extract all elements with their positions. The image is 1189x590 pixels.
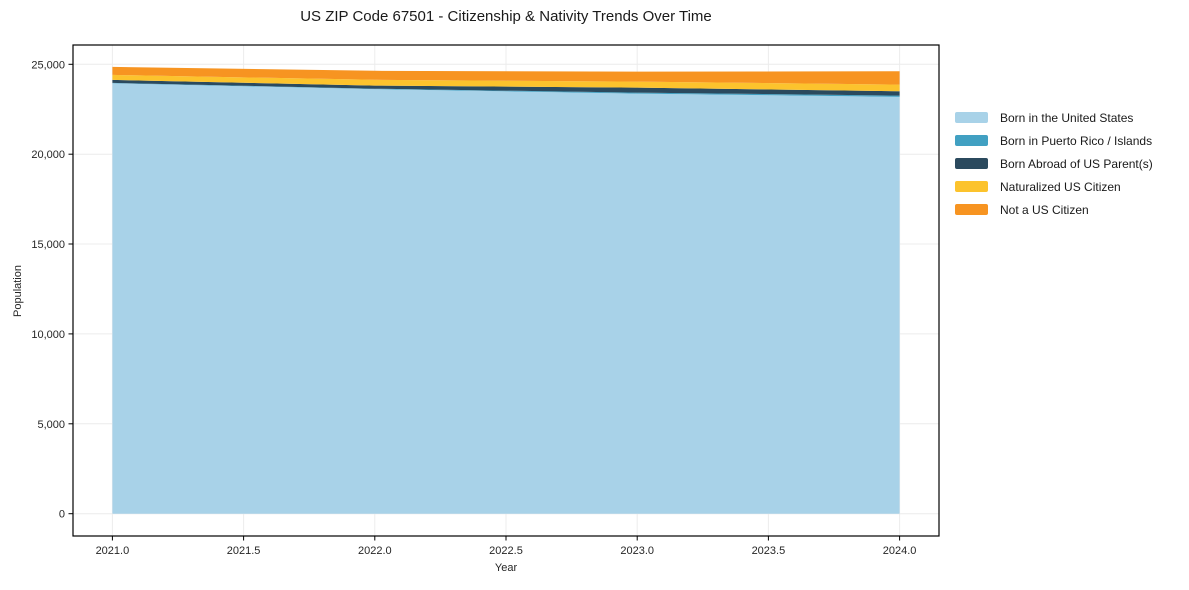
legend-item: Born in Puerto Rico / Islands — [955, 129, 1153, 152]
area-series — [112, 79, 900, 96]
legend-swatch-icon — [955, 112, 988, 123]
x-tick-label: 2022.0 — [358, 545, 392, 557]
y-tick-label: 20,000 — [31, 149, 65, 161]
x-tick-label: 2023.0 — [620, 545, 654, 557]
legend-label: Naturalized US Citizen — [1000, 179, 1121, 194]
legend-swatch-icon — [955, 181, 988, 192]
legend-item: Not a US Citizen — [955, 198, 1153, 221]
x-tick-label: 2021.0 — [96, 545, 130, 557]
legend-label: Born in Puerto Rico / Islands — [1000, 133, 1153, 148]
x-tick-label: 2024.0 — [883, 545, 917, 557]
x-tick-label: 2023.5 — [752, 545, 786, 557]
y-tick-label: 25,000 — [31, 59, 65, 71]
y-tick-label: 10,000 — [31, 329, 65, 341]
legend: Born in the United States Born in Puerto… — [955, 106, 1153, 221]
chart-title: US ZIP Code 67501 - Citizenship & Nativi… — [300, 8, 712, 25]
y-tick-label: 5,000 — [37, 419, 65, 431]
y-tick-label: 0 — [59, 509, 65, 521]
legend-item: Naturalized US Citizen — [955, 175, 1153, 198]
legend-label: Not a US Citizen — [1000, 202, 1089, 217]
legend-swatch-icon — [955, 158, 988, 169]
area-series — [112, 74, 900, 92]
x-axis-label: Year — [494, 562, 518, 574]
y-tick-label: 15,000 — [31, 239, 65, 251]
legend-swatch-icon — [955, 135, 988, 146]
x-tick-label: 2022.5 — [489, 545, 523, 557]
y-axis-label: Population — [12, 265, 24, 317]
legend-item: Born Abroad of US Parent(s) — [955, 152, 1153, 175]
legend-label: Born Abroad of US Parent(s) — [1000, 156, 1153, 171]
legend-label: Born in the United States — [1000, 110, 1134, 125]
legend-swatch-icon — [955, 204, 988, 215]
legend-item: Born in the United States — [955, 106, 1153, 129]
area-series — [112, 82, 900, 97]
area-series — [112, 66, 900, 85]
x-tick-label: 2021.5 — [227, 545, 261, 557]
area-series — [112, 83, 900, 514]
